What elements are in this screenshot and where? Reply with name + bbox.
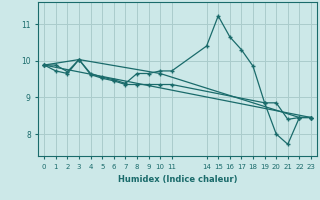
X-axis label: Humidex (Indice chaleur): Humidex (Indice chaleur) <box>118 175 237 184</box>
